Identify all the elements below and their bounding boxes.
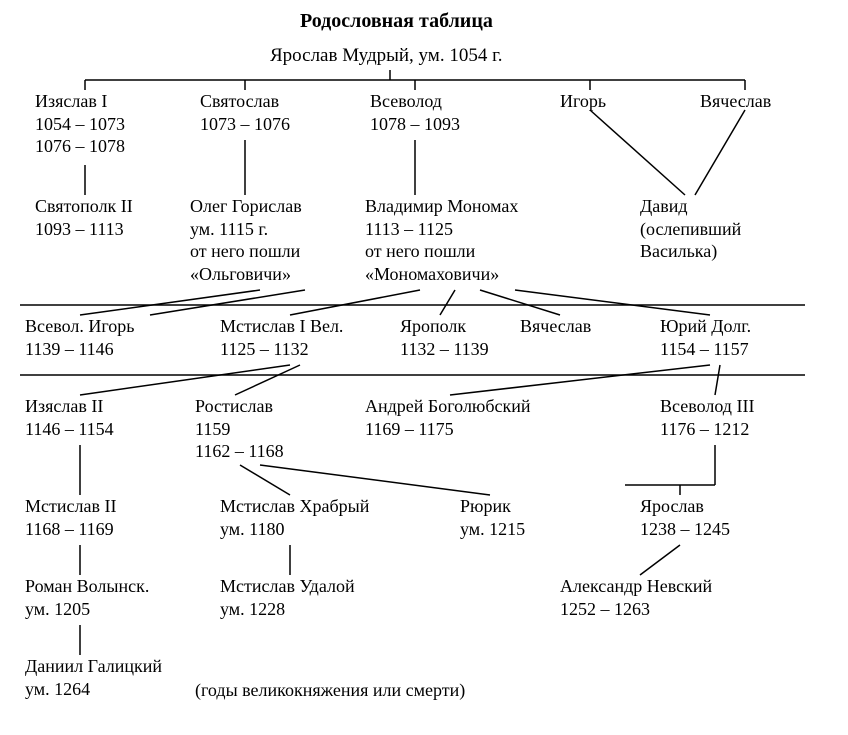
page-title: Родословная таблица — [300, 10, 493, 33]
node-david: Давид (ослепивший Василька) — [640, 195, 741, 263]
node-yuri: Юрий Долг. 1154 – 1157 — [660, 315, 751, 360]
node-monomakh: Владимир Мономах 1113 – 1125 от него пош… — [365, 195, 518, 285]
node-rostislav: Ростислав 1159 1162 – 1168 — [195, 395, 284, 463]
node-iziaslav2: Изяслав II 1146 – 1154 — [25, 395, 114, 440]
node-svyatopolk2: Святополк II 1093 – 1113 — [35, 195, 133, 240]
ancestor-root: Ярослав Мудрый, ум. 1054 г. — [270, 45, 502, 67]
node-mstislav2: Мстислав II 1168 – 1169 — [25, 495, 116, 540]
genealogy-diagram: Родословная таблица Ярослав Мудрый, ум. … — [0, 0, 848, 735]
node-rurik: Рюрик ум. 1215 — [460, 495, 525, 540]
node-igor: Игорь — [560, 90, 606, 113]
node-vsevol-igor: Всевол. Игорь 1139 – 1146 — [25, 315, 134, 360]
node-svyatoslav: Святослав 1073 – 1076 — [200, 90, 290, 135]
node-vyacheslav: Вячеслав — [700, 90, 771, 113]
node-daniil: Даниил Галицкий ум. 1264 — [25, 655, 162, 700]
node-andrei: Андрей Боголюбский 1169 – 1175 — [365, 395, 531, 440]
node-yaropolk: Ярополк 1132 – 1139 — [400, 315, 489, 360]
node-mstislav-ud: Мстислав Удалой ум. 1228 — [220, 575, 355, 620]
node-oleg: Олег Горислав ум. 1115 г. от него пошли … — [190, 195, 302, 285]
node-vsevolod: Всеволод 1078 – 1093 — [370, 90, 460, 135]
node-iziaslav1: Изяслав I 1054 – 1073 1076 – 1078 — [35, 90, 125, 158]
node-mstislav1: Мстислав I Вел. 1125 – 1132 — [220, 315, 343, 360]
legend-note: (годы великокняжения или смерти) — [195, 680, 465, 701]
node-mstislav-hr: Мстислав Храбрый ум. 1180 — [220, 495, 369, 540]
node-yaroslav2: Ярослав 1238 – 1245 — [640, 495, 730, 540]
node-roman: Роман Волынск. ум. 1205 — [25, 575, 149, 620]
node-vyacheslav2: Вячеслав — [520, 315, 591, 338]
node-nevsky: Александр Невский 1252 – 1263 — [560, 575, 712, 620]
node-vsevolod3: Всеволод III 1176 – 1212 — [660, 395, 754, 440]
